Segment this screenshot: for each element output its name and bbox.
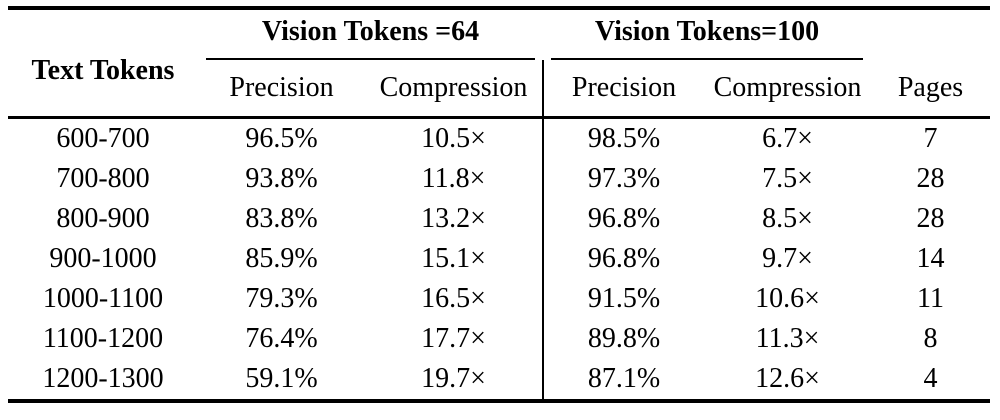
precision-100-value: 91.5% [542,279,705,319]
compression-64-value: 17.7× [421,323,486,354]
precision-64-value: 93.8% [245,163,318,194]
row-label-text-tokens: 600-700 [56,123,150,154]
compression-100-value: 10.6× [755,283,820,314]
precision-100-value: 89.8% [542,319,705,359]
precision-64-value: 79.3% [245,283,318,314]
precision-64-value: 59.1% [245,363,318,394]
row-label-text-tokens: 800-900 [56,203,150,234]
table-row: 1100-1200 76.4% 17.7× 89.8% 11.3× 8 [8,319,990,359]
row-label-text-tokens: 700-800 [56,163,150,194]
precision-64-value: 76.4% [245,323,318,354]
pages-value: 11 [917,283,945,314]
compression-64-value: 13.2× [421,203,486,234]
pages-value: 7 [923,123,938,154]
precision-100-value: 96.8% [542,239,705,279]
table-row: 900-1000 85.9% 15.1× 96.8% 9.7× 14 [8,239,990,279]
precision-100-value: 87.1% [542,359,705,401]
compression-100-value: 11.3× [755,323,820,354]
group-label-vision-tokens-100: Vision Tokens=100 [594,16,820,47]
pages-value: 14 [916,243,945,274]
column-header-precision-64: Precision [198,60,365,119]
compression-100-value: 9.7× [762,243,813,274]
compression-100-value: 8.5× [762,203,813,234]
row-label-text-tokens: 1100-1200 [42,323,164,354]
pages-value: 28 [916,203,945,234]
table-header: Text Tokens Vision Tokens =64 Vision Tok… [8,8,991,119]
group-underline-rule [206,58,536,60]
group-label-vision-tokens-64: Vision Tokens =64 [261,16,480,47]
column-header-text-tokens: Text Tokens [8,8,198,119]
precision-100-value: 98.5% [542,117,705,159]
column-header-pages: Pages [871,60,991,119]
compression-100-value: 7.5× [762,163,813,194]
compression-100-value: 12.6× [755,363,820,394]
table-body: 600-700 96.5% 10.5× 98.5% 6.7× 7 700-800 93.8% 1… [8,117,990,401]
pages-value: 4 [923,363,938,394]
compression-64-value: 19.7× [421,363,486,394]
table-row: 800-900 83.8% 13.2× 96.8% 8.5× 28 [8,199,990,239]
column-group-vision-tokens-64: Vision Tokens =64 [198,8,543,60]
column-header-precision-100: Precision [542,60,705,119]
group-underline-rule [551,58,864,60]
precision-64-value: 96.5% [245,123,318,154]
row-label-text-tokens: 1200-1300 [42,363,164,394]
results-table: Text Tokens Vision Tokens =64 Vision Tok… [8,6,991,403]
compression-100-value: 6.7× [762,123,813,154]
sub-header-row: Precision Compression Precision Compress… [8,60,991,119]
pages-value: 8 [923,323,938,354]
table-row: 700-800 93.8% 11.8× 97.3% 7.5× 28 [8,159,990,199]
empty-header-cell [871,8,990,60]
compression-64-value: 10.5× [421,123,486,154]
compression-64-value: 11.8× [421,163,486,194]
column-group-vision-tokens-100: Vision Tokens=100 [543,8,871,60]
column-header-compression-100: Compression [704,60,872,119]
group-header-row: Text Tokens Vision Tokens =64 Vision Tok… [8,8,990,119]
precision-100-value: 97.3% [542,159,705,199]
precision-64-value: 85.9% [245,243,318,274]
table-row: 1200-1300 59.1% 19.7× 87.1% 12.6× 4 [8,359,990,401]
compression-64-value: 15.1× [421,243,486,274]
row-label-text-tokens: 1000-1100 [42,283,164,314]
precision-64-value: 83.8% [245,203,318,234]
precision-100-value: 96.8% [542,199,705,239]
table-row: 1000-1100 79.3% 16.5× 91.5% 10.6× 11 [8,279,990,319]
row-label-text-tokens: 900-1000 [49,243,157,274]
table-row: 600-700 96.5% 10.5× 98.5% 6.7× 7 [8,117,990,159]
pages-value: 28 [916,163,945,194]
compression-64-value: 16.5× [421,283,486,314]
column-header-compression-64: Compression [365,60,544,119]
